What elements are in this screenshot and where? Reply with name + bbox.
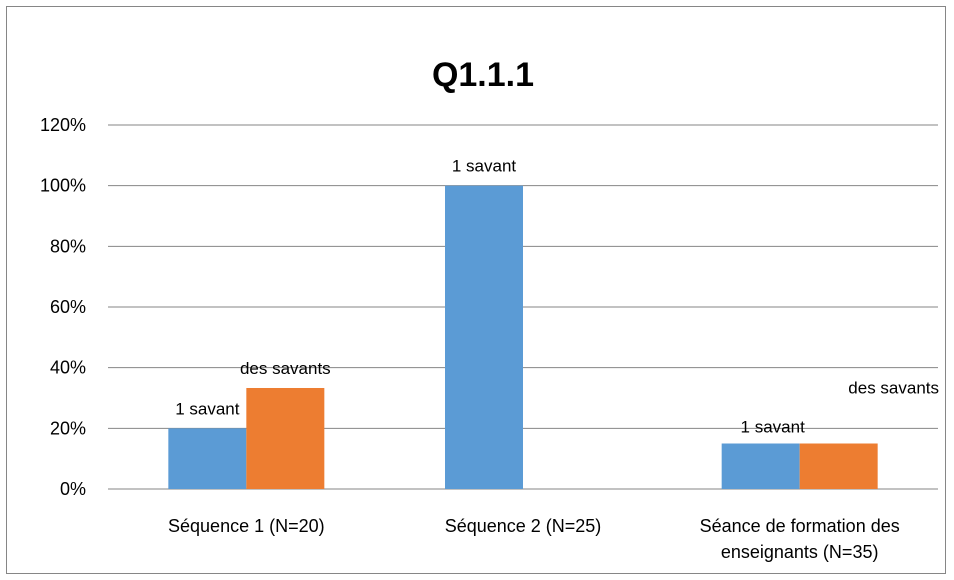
y-tick-label: 80% [50, 236, 86, 256]
bar [246, 387, 325, 489]
y-tick-label: 100% [40, 176, 86, 196]
x-category-label: Séquence 1 (N=20) [168, 516, 325, 536]
y-tick-label: 40% [50, 358, 86, 378]
data-labels: 1 savant des savants 1 savant 1 savant des s… [175, 157, 939, 437]
data-label: 1 savant [452, 157, 517, 176]
x-category-label: enseignants (N=35) [721, 542, 879, 562]
y-tick-label: 0% [60, 479, 86, 499]
y-tick-label: 20% [50, 418, 86, 438]
data-label: 1 savant [175, 399, 240, 418]
bar [168, 428, 247, 489]
bar [799, 443, 878, 489]
chart-title: Q1.1.1 [432, 56, 534, 94]
data-label: 1 savant [741, 418, 806, 437]
data-label: des savants [240, 359, 331, 378]
x-category-label: Séquence 2 (N=25) [445, 516, 602, 536]
bars [168, 185, 878, 489]
x-axis: Séquence 1 (N=20) Séquence 2 (N=25) Séance… [168, 516, 900, 562]
y-axis: 0% 20% 40% 60% 80% 100% 120% [40, 115, 86, 499]
y-tick-label: 120% [40, 115, 86, 135]
y-tick-label: 60% [50, 297, 86, 317]
bar [721, 443, 800, 489]
data-label: des savants [848, 379, 939, 398]
x-category-label: Séance de formation des [700, 516, 900, 536]
bar [445, 185, 523, 489]
